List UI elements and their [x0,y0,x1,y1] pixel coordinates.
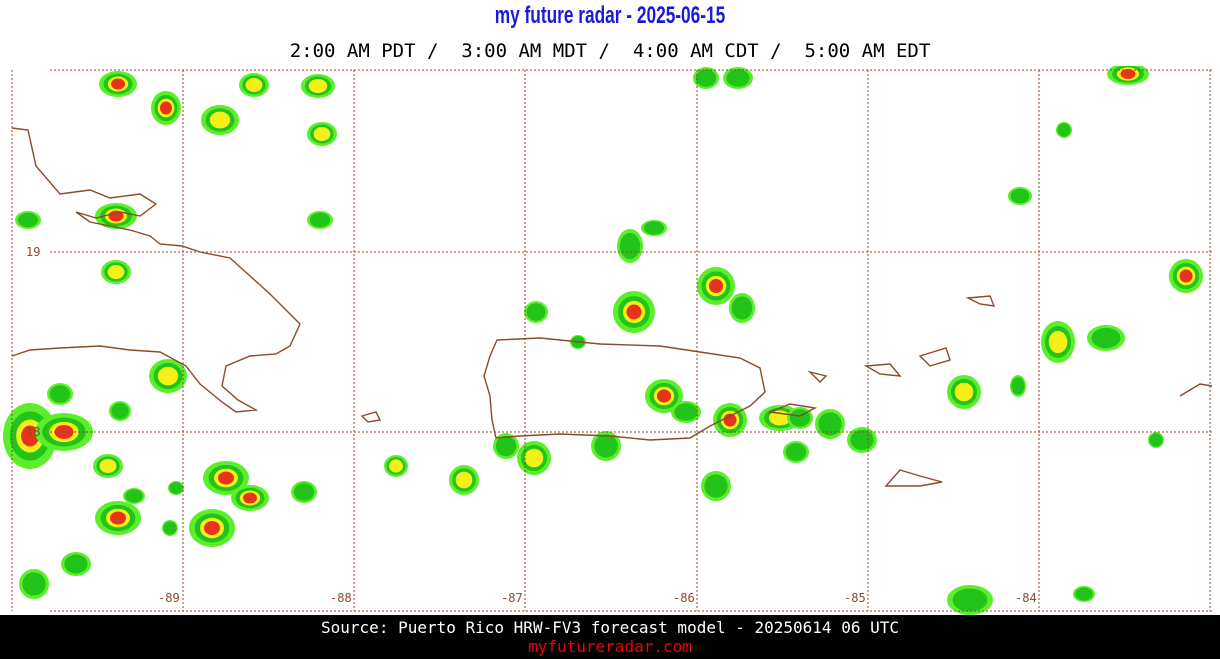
radar-echo [110,511,126,525]
footer: Source: Puerto Rico HRW-FV3 forecast mod… [0,615,1220,659]
radar-echo [64,554,88,574]
radar-echo [49,385,71,403]
radar-echo [22,572,46,596]
radar-echo [17,212,39,228]
radar-echo [313,126,331,142]
title: my future radar - 2025-06-15 [494,2,726,29]
grid [11,69,1212,612]
radar-echo [1010,188,1030,204]
radar-echo [818,412,842,436]
lon-label: -85 [844,591,866,605]
radar-echo [723,413,737,427]
radar-echo [111,78,125,90]
radar-echo [157,366,179,386]
radar-echo [524,448,544,468]
coastlines [11,127,1213,487]
radar-echo [709,279,723,293]
radar-echo [245,77,263,93]
radar-echo [1048,330,1068,354]
radar-map: 19 18 -89 -88 -87 -86 -85 -84 [3,66,1213,615]
radar-echo [309,212,331,228]
radar-echo [657,389,671,403]
radar-echo [388,459,404,473]
radar-echo [293,483,315,501]
radar-echo [726,69,750,87]
radar-echo [695,69,717,87]
radar-echo [785,443,807,461]
source: Source: Puerto Rico HRW-FV3 forecast mod… [321,618,899,637]
site-link[interactable]: myfutureradar.com [528,637,692,656]
radar-echo [218,471,234,485]
time-zones: 2:00 AM PDT / 3:00 AM MDT / 4:00 AM CDT … [289,40,931,62]
radar-echo [1149,433,1163,447]
lon-label: -84 [1015,591,1037,605]
radar-echo [243,492,257,504]
radar-echo [125,489,143,503]
lon-label: -87 [501,591,523,605]
radar-echo [21,425,39,447]
lon-label: -86 [673,591,695,605]
radar-echo [731,296,753,320]
radar-echo [952,588,988,612]
radar-echo [1011,377,1025,395]
lon-label: -89 [158,591,180,605]
radar-echo [107,264,125,280]
radar-echoes [3,66,1203,615]
radar-echo [643,221,665,235]
radar-echo [455,471,473,489]
radar-echo [954,382,974,402]
lat-label: 19 [26,245,40,259]
radar-echo [1057,123,1071,137]
lon-label: -88 [330,591,352,605]
radar-echo [495,435,517,457]
radar-echo [1075,587,1093,601]
radar-echo [850,429,874,451]
radar-echo [111,402,129,420]
radar-echo [99,458,117,474]
radar-echo [704,474,728,498]
radar-echo [209,111,231,129]
radar-echo [594,434,618,458]
radar-echo [160,101,172,115]
radar-echo [163,521,177,535]
radar-echo [1120,69,1136,79]
radar-echo [526,303,546,321]
radar-echo [674,403,698,421]
radar-echo [308,78,328,94]
radar-echo [204,521,220,535]
radar-echo [1179,269,1193,283]
radar-echo [169,482,183,494]
lat-label: 18 [26,425,40,439]
radar-echo [1091,327,1121,349]
radar-echo [619,232,641,260]
radar-echo [626,304,642,320]
